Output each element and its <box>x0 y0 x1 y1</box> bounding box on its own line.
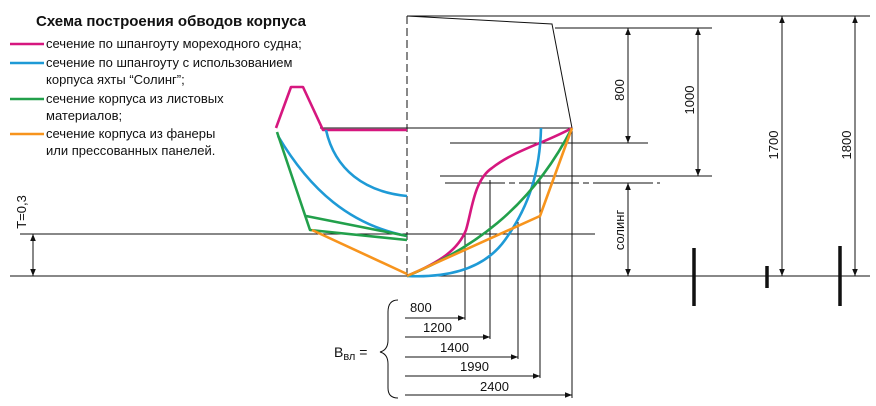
legend-text: сечение по шпангоуту мореходного судна; <box>46 36 302 51</box>
legend-text: или прессованных панелей. <box>46 143 215 158</box>
height-label: 800 <box>612 79 627 101</box>
legend-text: материалов; <box>46 108 122 123</box>
height-label: 1800 <box>839 131 854 160</box>
width-label: 2400 <box>480 379 509 394</box>
legend-text: сечение по шпангоуту с использованием <box>46 55 293 70</box>
hull-sections <box>274 85 574 278</box>
beam-main: B <box>334 344 343 360</box>
legend: сечение по шпангоуту мореходного судна; … <box>10 36 302 158</box>
width-label: 1990 <box>460 359 489 374</box>
beam-sub: вл <box>343 351 355 363</box>
height-label: 1000 <box>682 86 697 115</box>
legend-text: сечение корпуса из листовых <box>46 91 224 106</box>
legend-text: корпуса яхты “Солинг”; <box>46 72 185 87</box>
width-label: 1400 <box>440 340 469 355</box>
width-label: 1200 <box>423 320 452 335</box>
beam-eq: = <box>355 344 367 360</box>
draft-label: T=0,3 <box>14 195 29 229</box>
soling-label: солинг <box>612 210 627 251</box>
width-label: 800 <box>410 300 432 315</box>
beam-label: Bвл = <box>334 344 367 363</box>
legend-text: сечение корпуса из фанеры <box>46 126 215 141</box>
height-label: 1700 <box>766 131 781 160</box>
title: Схема построения обводов корпуса <box>36 13 307 30</box>
